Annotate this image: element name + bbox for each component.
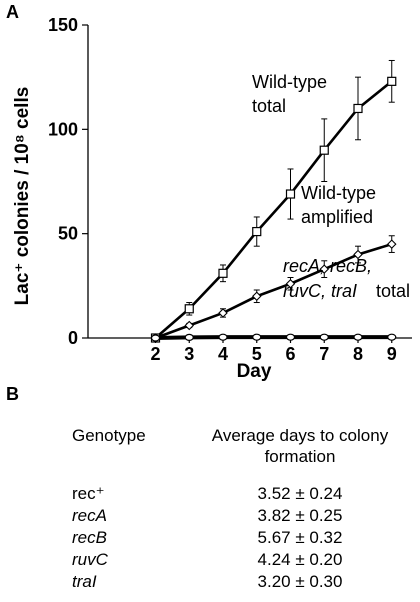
y-tick-label: 100 <box>48 119 78 139</box>
x-tick-label: 2 <box>150 344 160 364</box>
annotation-mutants-line2: ruvC, traI <box>283 281 357 301</box>
data-point <box>285 278 296 289</box>
data-point <box>184 333 194 341</box>
table-row: recA 3.82 ± 0.25 <box>0 506 420 528</box>
annotation-wt-amplified-line1: Wild-type <box>301 183 376 203</box>
data-point <box>251 291 262 302</box>
data-point <box>252 333 262 341</box>
x-tick-label: 3 <box>184 344 194 364</box>
table-row: traI 3.20 ± 0.30 <box>0 572 420 594</box>
days-cell: 3.82 ± 0.25 <box>257 506 343 525</box>
series-line-2 <box>155 335 392 340</box>
data-point <box>319 333 329 341</box>
annotation-wt-total-line1: Wild-type <box>252 72 327 92</box>
data-point <box>353 249 363 260</box>
x-tick-label: 4 <box>218 344 228 364</box>
table-row: ruvC 4.24 ± 0.20 <box>0 550 420 572</box>
data-point <box>285 333 296 341</box>
table-header-days-line1: Average days to colony <box>211 426 389 445</box>
data-point <box>184 304 194 314</box>
data-point <box>319 145 329 155</box>
series-line-0 <box>154 80 393 339</box>
days-cell: 5.67 ± 0.32 <box>257 528 343 547</box>
data-point <box>218 333 228 341</box>
x-axis-title: Day <box>237 361 272 382</box>
data-point <box>353 103 363 114</box>
genotype-cell: ruvC <box>72 550 108 569</box>
panel-a-label: A <box>6 2 19 22</box>
data-point <box>150 334 161 342</box>
table-header-genotype: Genotype <box>72 426 146 445</box>
annotation-wt-total-line2: total <box>252 96 286 116</box>
genotype-cell: rec⁺ <box>72 484 105 503</box>
table-header-days-line2: formation <box>264 447 336 466</box>
x-tick-label: 6 <box>285 344 295 364</box>
x-tick-label: 5 <box>252 344 262 364</box>
data-point <box>218 308 228 318</box>
data-point <box>387 333 397 341</box>
table-row: recB 5.67 ± 0.32 <box>0 528 420 550</box>
data-point <box>353 333 363 341</box>
chart-series <box>150 59 397 343</box>
data-point <box>218 268 228 278</box>
line-chart: 0 50 100 150 2 3 4 5 6 7 8 9 Day Lac⁺ colonies / 10… <box>12 15 412 382</box>
genotype-cell: recA <box>72 506 107 525</box>
data-point <box>184 320 195 331</box>
y-axis-title: Lac⁺ colonies / 10⁸ cells <box>12 87 33 306</box>
data-point <box>319 264 330 274</box>
data-point <box>252 226 262 237</box>
data-point <box>386 239 397 249</box>
data-point <box>387 76 397 86</box>
genotype-cell: recB <box>72 528 107 547</box>
x-tick-label: 8 <box>353 344 363 364</box>
data-point <box>285 189 296 199</box>
annotation-mutants-line3: total <box>376 281 410 301</box>
y-tick-label: 0 <box>68 328 78 348</box>
x-tick-label: 7 <box>319 344 329 364</box>
genotype-cell: traI <box>72 572 97 591</box>
series-line-1 <box>155 242 393 340</box>
panel-b-label: B <box>6 384 19 404</box>
chart-axes <box>87 25 412 339</box>
y-tick-label: 150 <box>48 15 78 35</box>
annotation-wt-amplified-line2: amplified <box>301 207 373 227</box>
table-row: rec⁺ 3.52 ± 0.24 <box>0 484 420 506</box>
y-tick-label: 50 <box>58 224 78 244</box>
annotation-mutants-line1: recA, recB, <box>283 256 372 276</box>
days-cell: 4.24 ± 0.20 <box>257 550 343 569</box>
days-cell: 3.20 ± 0.30 <box>257 572 343 591</box>
days-cell: 3.52 ± 0.24 <box>257 484 343 503</box>
x-tick-label: 9 <box>387 344 397 364</box>
